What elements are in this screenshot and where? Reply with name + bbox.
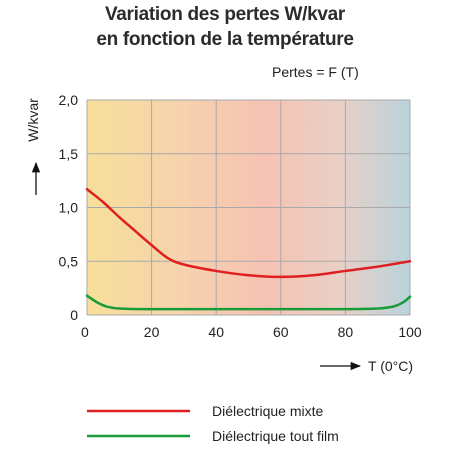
series-line-tout-film: [85, 294, 412, 311]
y-tick-label: 1,0: [59, 200, 79, 216]
chart-title: Variation des pertes W/kvar en fonction …: [0, 2, 450, 52]
y-axis-label: W/kvar: [25, 98, 41, 142]
x-axis-label: T (0°C): [368, 358, 413, 374]
legend: Diélectrique mixte Diélectrique tout fil…: [87, 403, 339, 444]
y-tick-label: 0: [70, 307, 78, 323]
x-tick-label: 20: [144, 324, 160, 340]
x-tick-label: 40: [208, 324, 224, 340]
x-tick-label: 80: [338, 324, 354, 340]
legend-label-mixte: Diélectrique mixte: [212, 403, 323, 419]
y-tick-label: 2,0: [59, 92, 79, 108]
chart-annotation: Pertes = F (T): [272, 64, 359, 80]
x-tick-label: 100: [398, 324, 422, 340]
y-tick-label: 0,5: [59, 253, 79, 269]
legend-label-tout-film: Diélectrique tout film: [212, 428, 339, 444]
y-tick-labels: 0 0,5 1,0 1,5 2,0: [59, 92, 79, 323]
series-line-mixte: [85, 187, 412, 279]
y-tick-label: 1,5: [59, 146, 79, 162]
series-layer: [85, 187, 412, 311]
title-line-2: en fonction de la température: [96, 29, 354, 50]
grid: [86, 99, 411, 316]
x-tick-label: 60: [273, 324, 289, 340]
title-line-1: Variation des pertes W/kvar: [104, 4, 346, 25]
x-tick-labels: 0 20 40 60 80 100: [81, 324, 422, 340]
x-tick-label: 0: [81, 324, 89, 340]
